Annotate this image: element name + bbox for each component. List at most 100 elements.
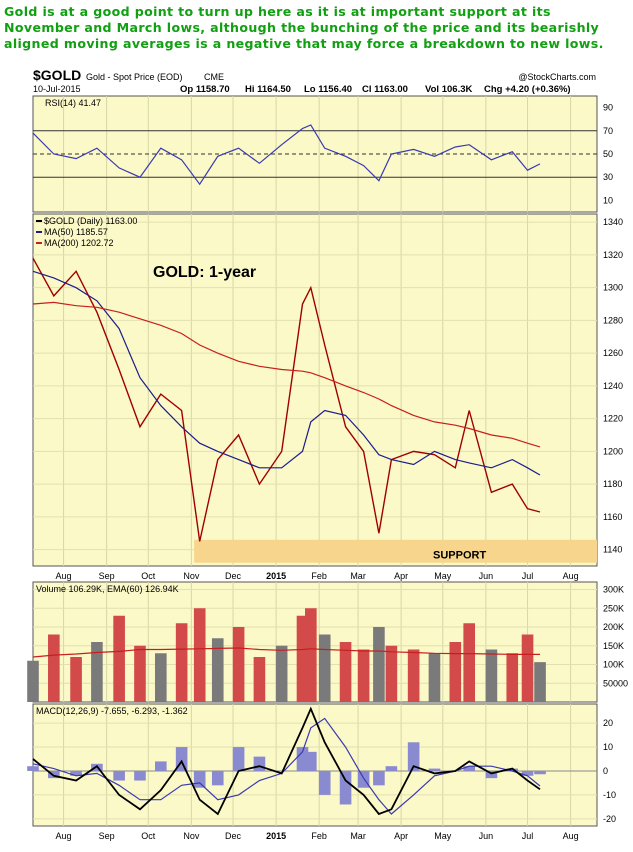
- volume-bar: [463, 623, 476, 702]
- x-tick-label: Aug: [563, 831, 579, 841]
- macd-histogram-bar: [305, 751, 317, 771]
- x-tick-label: Oct: [141, 571, 156, 581]
- macd-legend: MACD(12,26,9) -7.655, -6.293, -1.362: [36, 706, 188, 716]
- volume-tick-label: 150K: [603, 641, 624, 651]
- volume-bar: [357, 649, 370, 702]
- x-tick-label: Aug: [563, 571, 579, 581]
- volume-bar: [534, 662, 546, 702]
- volume-bar: [27, 660, 39, 702]
- volume-bar: [428, 653, 441, 702]
- support-label: SUPPORT: [433, 550, 486, 562]
- volume-tick-label: 250K: [603, 603, 624, 613]
- macd-histogram-bar: [318, 770, 331, 795]
- exchange-label: CME: [204, 72, 224, 82]
- volume-tick-label: 100K: [603, 660, 624, 670]
- quote-close: Cl 1163.00: [362, 84, 408, 95]
- volume-bar: [373, 627, 385, 702]
- rsi-tick-label: 90: [603, 103, 613, 113]
- volume-bar: [275, 645, 288, 702]
- symbol-label: $GOLD: [33, 67, 81, 83]
- x-tick-label: Dec: [225, 831, 242, 841]
- support-band: [194, 539, 597, 563]
- x-tick-label: Jun: [479, 571, 494, 581]
- price-tick-label: 1220: [603, 414, 623, 424]
- volume-bar: [70, 657, 82, 702]
- macd-histogram-bar: [193, 770, 206, 788]
- macd-histogram-bar: [485, 770, 498, 779]
- volume-bar: [521, 634, 534, 702]
- macd-histogram-bar: [534, 770, 546, 775]
- volume-bar: [154, 653, 167, 702]
- quote-low: Lo 1156.40: [304, 84, 352, 95]
- price-panel: 1340 1320 1300 1280 1260 1240 1220 1200 1180 1160…: [32, 213, 623, 567]
- watermark: @StockCharts.com: [518, 72, 596, 82]
- ma50-line: [32, 270, 541, 476]
- x-tick-label: Feb: [311, 831, 327, 841]
- macd-histogram-bar: [339, 770, 352, 805]
- volume-ema-line: [32, 647, 540, 658]
- x-tick-label: Jul: [522, 831, 534, 841]
- x-tick-label: Jun: [479, 831, 494, 841]
- volume-bar: [113, 615, 125, 702]
- quote-open: Op 1158.70: [180, 84, 230, 95]
- volume-tick-label: 50000: [603, 678, 628, 688]
- macd-histogram-bar: [506, 768, 519, 771]
- price-legend-entry: MA(200) 1202.72: [44, 238, 114, 248]
- x-tick-label: Aug: [56, 571, 72, 581]
- x-tick-label: Feb: [311, 571, 327, 581]
- macd-tick-label: -10: [603, 790, 616, 800]
- macd-histogram-bar: [48, 770, 60, 779]
- volume-bar: [485, 649, 498, 702]
- rsi-legend: RSI(14) 41.47: [45, 98, 101, 108]
- date-label: 10-Jul-2015: [33, 84, 81, 94]
- price-tick-label: 1240: [603, 381, 623, 391]
- rsi-tick-label: 50: [603, 149, 613, 159]
- price-tick-label: 1200: [603, 446, 623, 456]
- macd-histogram-bar: [385, 766, 398, 771]
- x-tick-label: Nov: [183, 831, 200, 841]
- x-tick-label: Mar: [350, 571, 366, 581]
- volume-bar: [318, 634, 331, 702]
- macd-histogram-bar: [521, 770, 534, 776]
- price-tick-label: 1140: [603, 545, 622, 555]
- macd-histogram-bar: [175, 747, 188, 771]
- macd-tick-label: 20: [603, 718, 613, 728]
- x-tick-label: May: [434, 571, 452, 581]
- macd-histogram-bar: [113, 770, 125, 781]
- volume-legend: Volume 106.29K, EMA(60) 126.94K: [36, 584, 179, 594]
- rsi-tick-label: 30: [603, 172, 613, 182]
- price-legend-entry: MA(50) 1185.57: [44, 227, 108, 237]
- x-tick-label: 2015: [266, 831, 286, 841]
- symbol-description: Gold - Spot Price (EOD): [86, 72, 183, 82]
- price-chart-title: GOLD: 1-year: [153, 264, 256, 281]
- rsi-panel: 90 70 50 30 10 RSI(14) 41.47: [32, 95, 613, 213]
- x-tick-label: Aug: [56, 831, 72, 841]
- macd-histogram-bar: [253, 756, 266, 771]
- volume-bar: [449, 642, 462, 702]
- macd-tick-label: 0: [603, 766, 608, 776]
- macd-histogram-bar: [134, 770, 146, 781]
- panel-frame: [32, 213, 598, 567]
- x-axis: Aug Sep Oct Nov Dec 2015 Feb Mar Apr May Jun Jul Aug…: [56, 571, 579, 841]
- volume-bar: [193, 608, 206, 702]
- volume-bar: [211, 638, 224, 702]
- quote-row: Op 1158.70 Hi 1164.50 Lo 1156.40 Cl 1163…: [180, 84, 571, 95]
- volume-bar: [506, 653, 519, 702]
- price-tick-label: 1280: [603, 315, 623, 325]
- macd-tick-label: -20: [603, 814, 616, 824]
- volume-bar: [296, 615, 309, 702]
- price-tick-label: 1320: [603, 250, 623, 260]
- ma200-line: [32, 301, 541, 448]
- price-tick-label: 1260: [603, 348, 623, 358]
- macd-histogram-bar: [154, 761, 167, 771]
- volume-panel: 300K 250K 200K 150K 100K 50000 Volume 106.29K,…: [27, 581, 628, 703]
- rsi-line: [32, 124, 541, 186]
- volume-tick-label: 300K: [603, 585, 624, 595]
- volume-bar: [91, 642, 103, 702]
- price-tick-label: 1160: [603, 512, 622, 522]
- volume-bar: [134, 645, 146, 702]
- x-tick-label: Oct: [141, 831, 156, 841]
- volume-bar: [339, 642, 352, 702]
- price-tick-label: 1300: [603, 283, 623, 293]
- volume-bar: [305, 608, 317, 702]
